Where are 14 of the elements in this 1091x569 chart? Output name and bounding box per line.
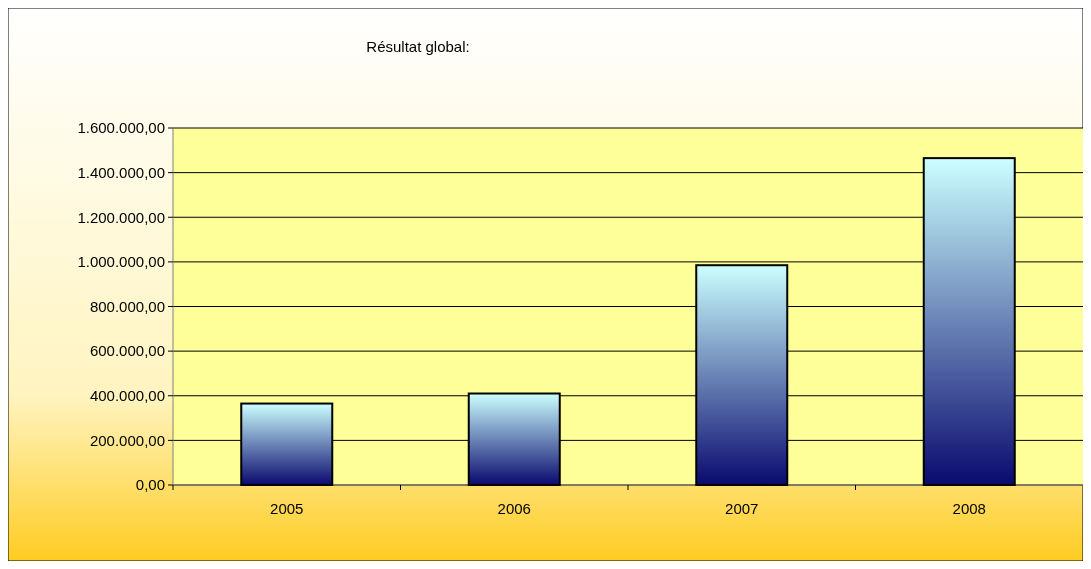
y-tick-label: 1.600.000,00 — [77, 119, 165, 137]
y-tick-label: 1.200.000,00 — [77, 208, 165, 226]
x-tick-label: 2007 — [725, 500, 759, 517]
y-tick-label: 600.000,00 — [89, 342, 165, 360]
y-tick-label: 0,00 — [135, 476, 165, 494]
x-tick-label: 2006 — [497, 500, 531, 517]
y-tick-label: 800.000,00 — [89, 297, 165, 315]
y-tick-label: 1.000.000,00 — [77, 253, 165, 271]
y-tick-label: 400.000,00 — [89, 387, 165, 404]
x-tick-label: 2008 — [952, 500, 986, 517]
chart-title: Résultat global: — [366, 38, 470, 55]
y-tick-label: 200.000,00 — [89, 431, 165, 449]
x-tick-label: 2005 — [270, 500, 304, 517]
y-tick-label: 1.400.000,00 — [77, 163, 165, 181]
